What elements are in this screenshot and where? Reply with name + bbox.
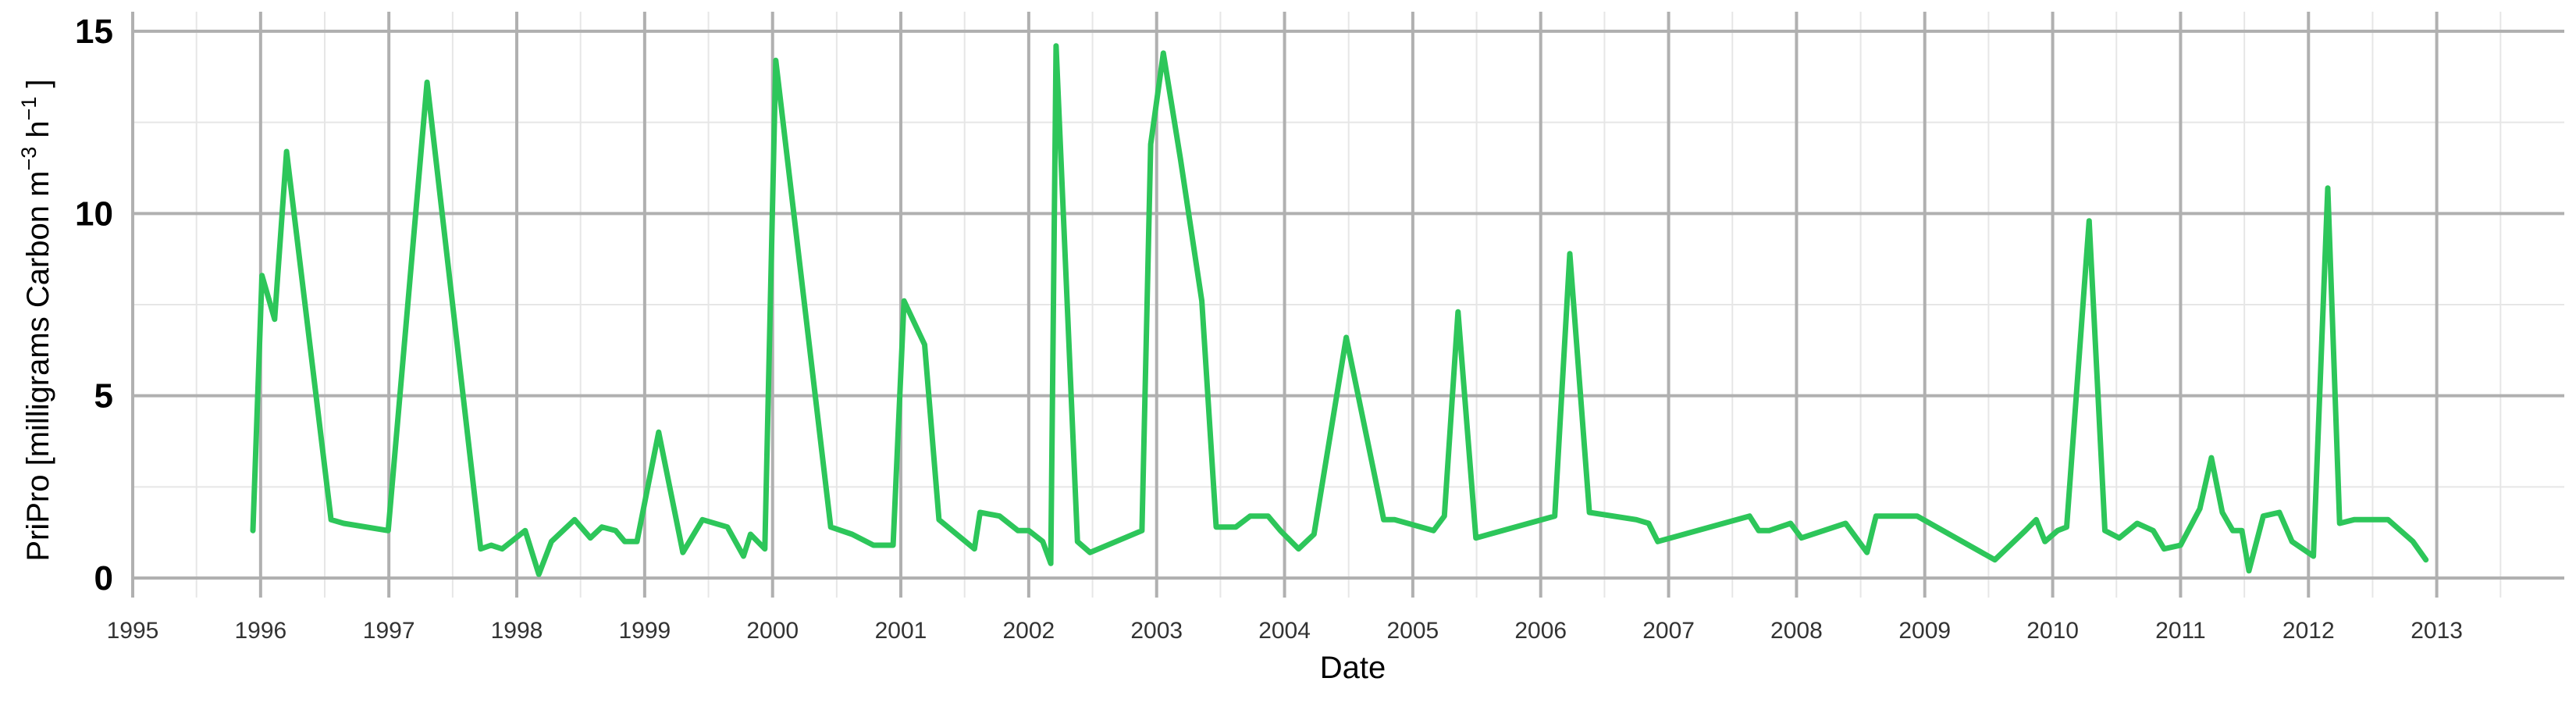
x-tick-label: 2009 <box>1898 618 1951 644</box>
x-tick-label: 2013 <box>2411 618 2463 644</box>
y-tick-label: 15 <box>75 12 113 51</box>
x-tick-label: 2003 <box>1130 618 1183 644</box>
x-axis-title: Date <box>1320 651 1386 685</box>
x-tick-label: 2006 <box>1514 618 1567 644</box>
x-tick-label: 1998 <box>491 618 543 644</box>
svg-text:PriPro [milligrams Carbon m−3: PriPro [milligrams Carbon m−3 h−1 ] <box>17 79 55 561</box>
y-axis-title-sup2: −1 <box>17 97 41 121</box>
x-tick-label: 1996 <box>234 618 286 644</box>
x-tick-label: 2008 <box>1770 618 1823 644</box>
x-tick-label: 2002 <box>1002 618 1055 644</box>
y-tick-label: 0 <box>94 559 113 598</box>
series-line <box>250 43 2429 577</box>
x-tick-label: 2010 <box>2026 618 2079 644</box>
x-tick-label: 2000 <box>746 618 799 644</box>
x-tick-label: 2004 <box>1258 618 1311 644</box>
x-tick-label: 1999 <box>618 618 671 644</box>
y-axis-title-main: PriPro [milligrams Carbon m <box>21 171 55 562</box>
x-tick-label: 2001 <box>875 618 927 644</box>
x-tick-label: 1997 <box>363 618 415 644</box>
y-tick-label: 10 <box>75 194 113 233</box>
x-tick-label: 2005 <box>1387 618 1439 644</box>
y-axis-title: PriPro [milligrams Carbon m−3 h−1 ] <box>17 79 55 561</box>
x-tick-label: 2012 <box>2282 618 2335 644</box>
x-tick-labels: 1995 1996 1997 1998 1999 2000 2001 2002 2003 2004… <box>107 618 2463 644</box>
major-gridlines <box>131 12 2564 598</box>
y-axis-title-end: ] <box>21 79 55 96</box>
y-tick-label: 5 <box>94 377 113 416</box>
x-tick-label: 1995 <box>107 618 159 644</box>
x-tick-label: 2011 <box>2155 618 2206 644</box>
x-tick-label: 2007 <box>1642 618 1695 644</box>
y-axis-title-sup1: −3 <box>17 147 41 171</box>
y-axis-title-mid: h <box>21 120 55 146</box>
minor-gridlines <box>133 12 2564 598</box>
y-tick-labels: 0 5 10 15 <box>75 12 113 598</box>
